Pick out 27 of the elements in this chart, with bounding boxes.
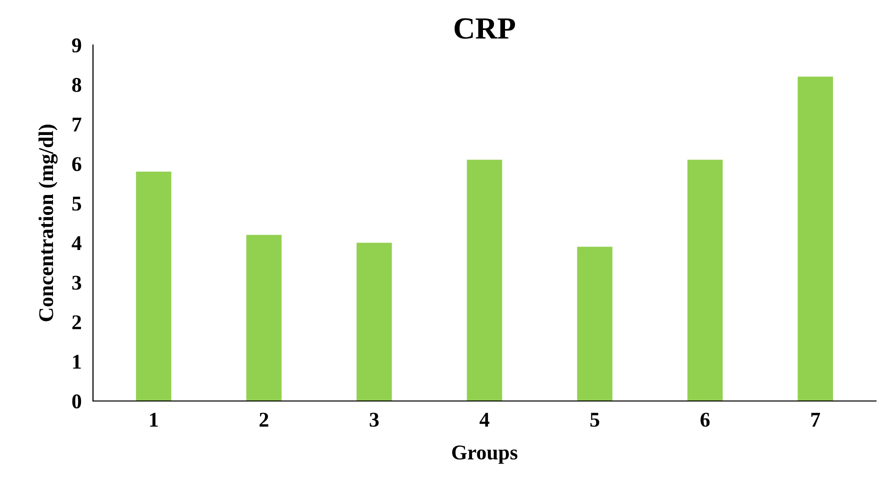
y-tick-label: 4 bbox=[72, 236, 82, 250]
y-tick-label: 1 bbox=[73, 354, 81, 369]
bar bbox=[136, 172, 172, 401]
x-tick-label: 6 bbox=[700, 412, 710, 427]
bar bbox=[687, 160, 723, 401]
bar bbox=[466, 160, 502, 401]
y-tick-label: 0 bbox=[72, 394, 82, 408]
y-tick-label: 2 bbox=[72, 315, 81, 330]
x-tick-label: 3 bbox=[370, 412, 379, 427]
y-tick-label: 7 bbox=[72, 118, 82, 132]
y-tick-label: 6 bbox=[72, 157, 82, 172]
bar bbox=[246, 234, 282, 401]
chart-title: CRP bbox=[454, 18, 516, 39]
y-axis-title: Concentration (mg/dl) bbox=[38, 124, 58, 322]
x-tick-label: 5 bbox=[590, 412, 600, 427]
y-tick-label: 5 bbox=[72, 196, 82, 211]
bar bbox=[577, 246, 612, 401]
y-tick-label: 9 bbox=[72, 38, 82, 52]
y-tick-label: 8 bbox=[72, 78, 82, 92]
x-axis-title: Groups bbox=[452, 446, 518, 464]
bar bbox=[356, 242, 392, 401]
x-tick-label: 2 bbox=[260, 412, 268, 427]
x-tick-label: 4 bbox=[480, 412, 490, 427]
x-tick-label: 7 bbox=[811, 412, 820, 427]
x-tick-label: 1 bbox=[150, 412, 158, 427]
y-tick-label: 3 bbox=[72, 276, 82, 290]
bar bbox=[798, 76, 833, 401]
